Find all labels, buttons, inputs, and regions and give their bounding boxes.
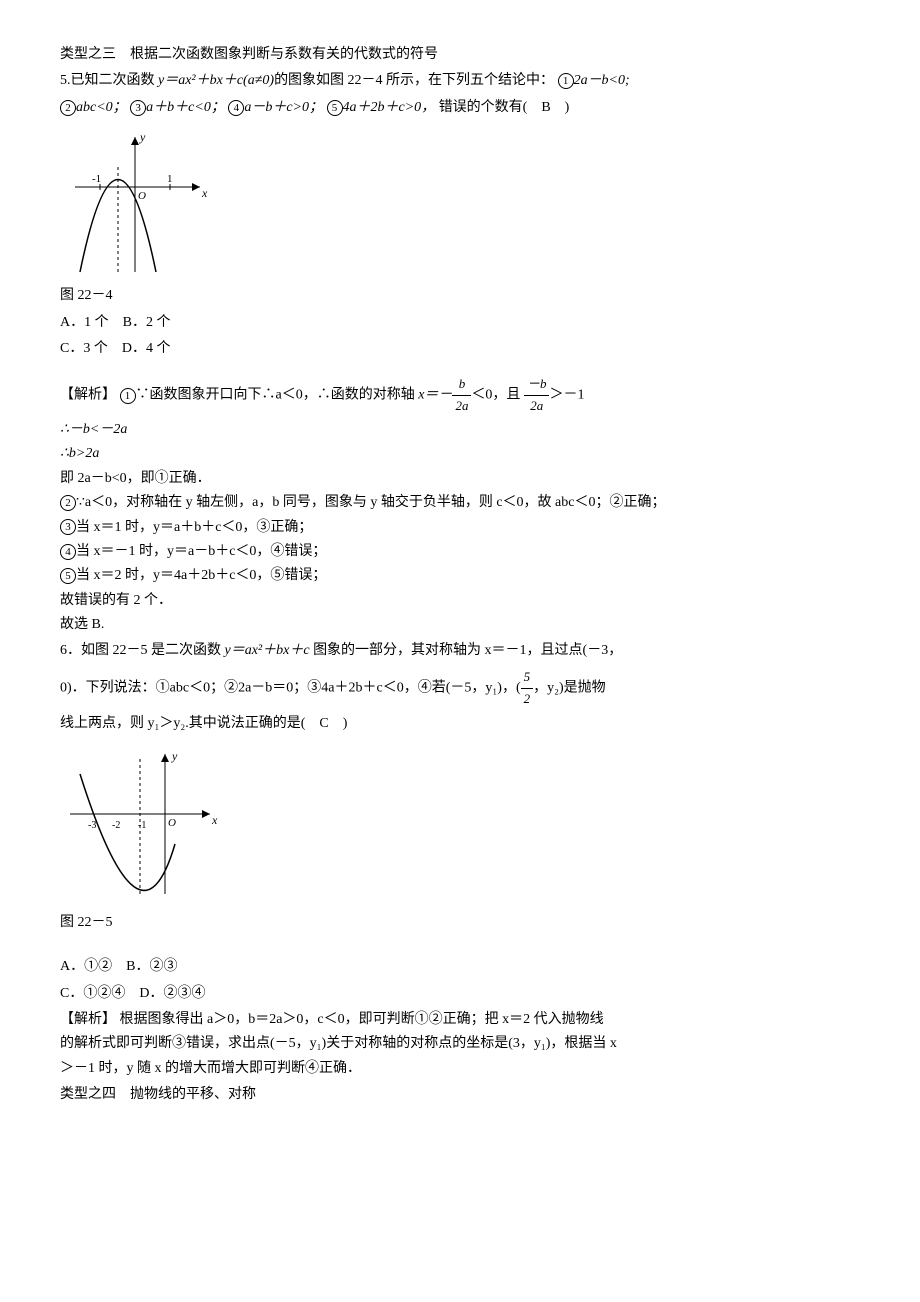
circled-4: 4 xyxy=(228,100,244,116)
p5-step7-wrap: 4当 x＝－1 时，y＝a－b＋c＜0，④错误； xyxy=(60,541,860,563)
frac-b-2a: b2a xyxy=(452,374,471,417)
y-axis-label-2: y xyxy=(171,749,178,763)
problem5-statement: 5.已知二次函数 y＝ax²＋bx＋c(a≠0)的图象如图 22－4 所示，在下… xyxy=(60,70,860,92)
p5-step4: 即 2a－b<0，即①正确． xyxy=(60,468,860,490)
p6-line2c: ，y₂)是抛物 xyxy=(533,680,606,695)
origin-label-2: O xyxy=(168,817,176,829)
xeq: x＝－ xyxy=(418,388,452,403)
x-axis-label-2: x xyxy=(211,813,218,827)
p5-tail: 错误的个数有( B ) xyxy=(439,100,570,115)
tick-neg3: -3 xyxy=(88,820,96,831)
p5-step1b: ＜0，且 xyxy=(471,388,520,403)
problem6-line3: 线上两点，则 y₁＞y₂.其中说法正确的是( C ) xyxy=(60,713,860,735)
tick-neg1: -1 xyxy=(92,173,101,185)
circled-3a: 3 xyxy=(60,519,76,535)
figure-22-4: x y O -1 1 xyxy=(60,127,210,277)
problem6-line1: 6．如图 22－5 是二次函数 y＝ax²＋bx＋c 图象的一部分，其对称轴为 … xyxy=(60,640,860,662)
figure-22-5: x y O -3 -2 -1 xyxy=(60,744,220,904)
figure-22-5-caption: 图 22－5 xyxy=(60,912,860,934)
p5-step1c: ＞－1 xyxy=(549,388,584,403)
section3-title: 类型之三 根据二次函数图象判断与系数有关的代数式的符号 xyxy=(60,44,860,66)
tick-pos1: 1 xyxy=(167,173,173,185)
p6-equation: y＝ax²＋bx＋c xyxy=(225,643,310,658)
p5-options-cd: C．3 个 D．4 个 xyxy=(60,338,860,360)
p5-step6: 当 x＝1 时，y＝a＋b＋c＜0，③正确； xyxy=(76,520,312,535)
p5-step8: 当 x＝2 时，y＝4a＋2b＋c＜0，⑤错误； xyxy=(76,568,326,583)
p5-step5-wrap: 2∵a＜0，对称轴在 y 轴左侧，a，b 同号，图象与 y 轴交于负半轴，则 c… xyxy=(60,492,860,514)
p5-equation: y＝ax²＋bx＋c(a≠0) xyxy=(158,73,274,88)
circled-4a: 4 xyxy=(60,544,76,560)
circled-2: 2 xyxy=(60,100,76,116)
p5-cond3: a＋b＋c<0； xyxy=(146,100,225,115)
p5-step3: ∴b>2a xyxy=(60,443,860,465)
p5-step7: 当 x＝－1 时，y＝a－b＋c＜0，④错误； xyxy=(76,544,326,559)
p5-cond4: a－b＋c>0； xyxy=(244,100,323,115)
p5-intro-1: 5.已知二次函数 xyxy=(60,73,158,88)
p6-line2b: y₁)，( xyxy=(485,680,520,695)
p6-a1: 根据图象得出 a＞0，b＝2a＞0，c＜0，即可判断①②正确；把 x＝2 代入抛… xyxy=(120,1012,604,1027)
x-axis-label: x xyxy=(201,186,208,200)
p5-cond1: 2a－b<0; xyxy=(574,73,630,88)
p6-analysis-2: 的解析式即可判断③错误，求出点(－5，y₁)关于对称轴的对称点的坐标是(3，y₁… xyxy=(60,1033,860,1055)
p5-step2: ∴－b<－2a xyxy=(60,419,860,441)
section4-title: 类型之四 抛物线的平移、对称 xyxy=(60,1084,860,1106)
tick-neg1-b: -1 xyxy=(138,820,146,831)
analysis-label-2: 【解析】 xyxy=(60,1012,116,1027)
p6-intro-1: 6．如图 22－5 是二次函数 xyxy=(60,643,225,658)
analysis-label: 【解析】 xyxy=(60,388,116,403)
circled-1a: 1 xyxy=(120,388,136,404)
p6-intro-3: 图象的一部分，其对称轴为 x＝－1，且过点(－3， xyxy=(310,643,623,658)
problem6-line2: 0)．下列说法：①abc＜0；②2a－b＝0；③4a＋2b＋c＜0，④若(－5，… xyxy=(60,667,860,710)
p6-analysis-3: ＞－1 时，y 随 x 的增大而增大即可判断④正确． xyxy=(60,1058,860,1080)
p5-cond5: 4a＋2b＋c>0， xyxy=(343,100,436,115)
p6-options-cd: C．①②④ D．②③④ xyxy=(60,983,860,1005)
p5-step10: 故选 B. xyxy=(60,614,860,636)
tick-neg2: -2 xyxy=(112,820,120,831)
circled-3: 3 xyxy=(130,100,146,116)
p6-line2a: 0)．下列说法：①abc＜0；②2a－b＝0；③4a＋2b＋c＜0，④若(－5， xyxy=(60,680,485,695)
p5-step1a: ∵函数图象开口向下∴a＜0，∴函数的对称轴 xyxy=(136,388,419,403)
p5-step5: ∵a＜0，对称轴在 y 轴左侧，a，b 同号，图象与 y 轴交于负半轴，则 c＜… xyxy=(76,495,665,510)
p5-step9: 故错误的有 2 个． xyxy=(60,590,860,612)
frac-negb-2a: －b2a xyxy=(524,374,550,417)
problem5-conditions: 2abc<0； 3a＋b＋c<0； 4a－b＋c>0； 54a＋2b＋c>0， … xyxy=(60,97,860,119)
frac-5-2: 52 xyxy=(521,667,534,710)
p5-intro-3: 的图象如图 22－4 所示，在下列五个结论中： xyxy=(274,73,554,88)
y-axis-label: y xyxy=(139,130,146,144)
p6-analysis-1: 【解析】 根据图象得出 a＞0，b＝2a＞0，c＜0，即可判断①②正确；把 x＝… xyxy=(60,1009,860,1031)
p5-cond2: abc<0； xyxy=(76,100,127,115)
p6-options-ab: A．①② B．②③ xyxy=(60,956,860,978)
p5-analysis: 【解析】 1∵函数图象开口向下∴a＜0，∴函数的对称轴 x＝－b2a＜0，且 －… xyxy=(60,374,860,417)
circled-2a: 2 xyxy=(60,495,76,511)
p5-options-ab: A．1 个 B．2 个 xyxy=(60,312,860,334)
p5-step8-wrap: 5当 x＝2 时，y＝4a＋2b＋c＜0，⑤错误； xyxy=(60,565,860,587)
origin-label: O xyxy=(138,190,146,202)
circled-5a: 5 xyxy=(60,568,76,584)
figure-22-4-caption: 图 22－4 xyxy=(60,285,860,307)
circled-5: 5 xyxy=(327,100,343,116)
circled-1: 1 xyxy=(558,73,574,89)
p5-step6-wrap: 3当 x＝1 时，y＝a＋b＋c＜0，③正确； xyxy=(60,517,860,539)
